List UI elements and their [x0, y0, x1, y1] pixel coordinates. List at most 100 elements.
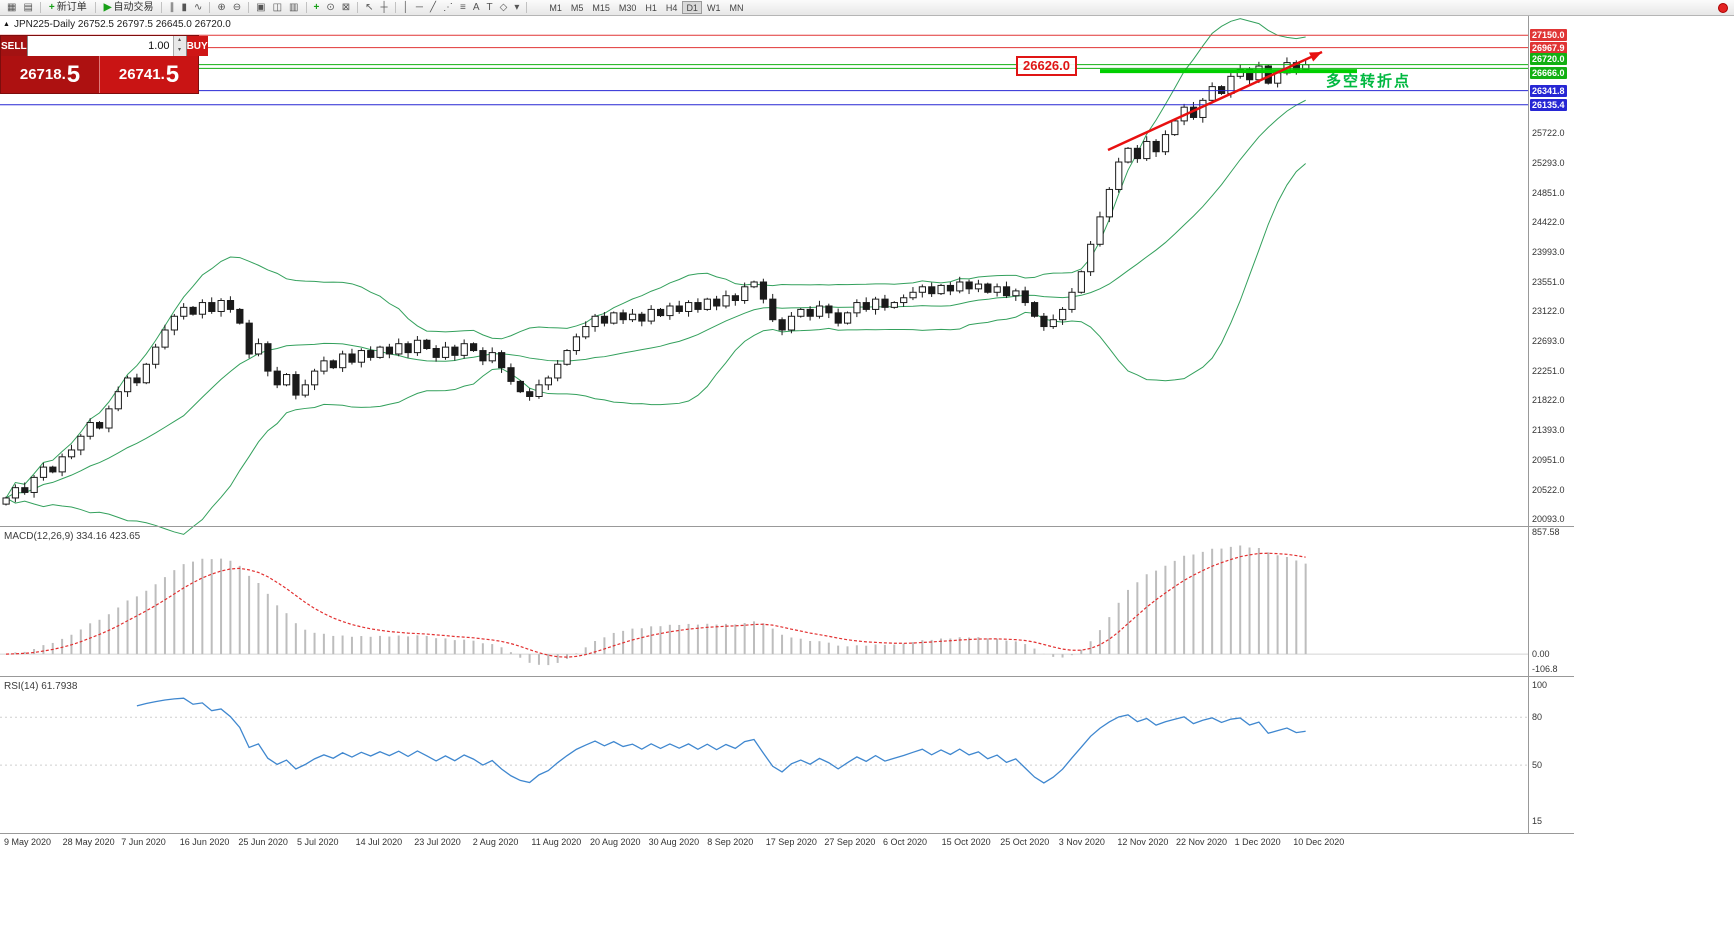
chart-title: ▲ JPN225-Daily 26752.5 26797.5 26645.0 2… [3, 19, 231, 30]
profiles-icon[interactable]: ▤ [23, 1, 33, 13]
zoom-out-icon[interactable]: ⊖ [232, 1, 242, 13]
date-label: 17 Sep 2020 [765, 837, 817, 847]
date-label: 12 Nov 2020 [1117, 837, 1169, 847]
price-axis-label: 23993.0 [1532, 246, 1565, 257]
price-axis-label: 23122.0 [1532, 306, 1565, 317]
auto-trading-button[interactable]: ▶ 自动交易 [103, 2, 154, 13]
toolbar-separator [39, 2, 41, 13]
timeframe-m15[interactable]: M15 [592, 3, 610, 13]
sell-price-main: 26718. [19, 66, 66, 83]
rsi-axis-label: 15 [1532, 815, 1543, 826]
date-label: 6 Oct 2020 [883, 837, 928, 847]
price-tag: 27150.0 [1530, 29, 1567, 42]
volume-decrease-button[interactable]: ▾ [178, 47, 182, 53]
date-label: 14 Jul 2020 [355, 837, 403, 847]
price-axis-label: 24851.0 [1532, 187, 1565, 198]
timeframe-m5[interactable]: M5 [570, 3, 584, 13]
price-axis-label: 25293.0 [1532, 157, 1565, 168]
templates-icon[interactable]: ⊠ [341, 1, 351, 13]
price-axis-label: 25722.0 [1532, 128, 1565, 139]
timeframe-group: M1 M5 M15 M30 H1 H4 D1 W1 MN [545, 1, 747, 14]
trendline-icon[interactable]: ╱ [429, 1, 436, 13]
new-chart-icon[interactable]: ▦ [7, 1, 17, 13]
timeframe-mn[interactable]: MN [729, 3, 744, 13]
channel-icon[interactable]: ⋰ [442, 1, 453, 13]
label-icon[interactable]: T [486, 1, 493, 13]
volume-input[interactable] [27, 36, 173, 56]
toolbar-separator [357, 2, 359, 13]
periods-icon[interactable]: ⊙ [326, 1, 335, 13]
date-label: 2 Aug 2020 [472, 837, 519, 847]
date-label: 3 Nov 2020 [1058, 837, 1105, 847]
price-axis-label: 24422.0 [1532, 217, 1565, 228]
date-label: 15 Oct 2020 [941, 837, 991, 847]
price-tag: 26720.0 [1530, 52, 1567, 65]
buy-button[interactable]: BUY [186, 36, 208, 56]
date-label: 28 May 2020 [62, 837, 115, 847]
panel-separator-rsi[interactable] [0, 676, 1574, 677]
toolbar-separator [305, 2, 307, 13]
date-label: 10 Dec 2020 [1293, 837, 1345, 847]
trend-arrow[interactable] [1107, 50, 1323, 152]
tile-windows-icon[interactable]: ▣ [256, 1, 266, 13]
price-axis-label: 20951.0 [1532, 455, 1565, 466]
indicators-icon[interactable]: + [313, 1, 320, 13]
horizontal-line-icon[interactable]: ─ [415, 1, 423, 13]
price-tag: 26341.8 [1530, 84, 1567, 97]
record-icon[interactable] [1718, 3, 1728, 13]
date-label: 27 Sep 2020 [824, 837, 876, 847]
zoom-in-icon[interactable]: ⊕ [217, 1, 226, 13]
buy-price[interactable]: 26741. 5 [99, 56, 198, 93]
panel-separator-macd[interactable] [0, 526, 1574, 527]
toolbar-separator [526, 2, 528, 13]
date-label: 22 Nov 2020 [1176, 837, 1228, 847]
horizontal-level-lines[interactable] [0, 34, 1528, 106]
price-axis-label: 21822.0 [1532, 395, 1565, 406]
sell-button[interactable]: SELL [1, 36, 27, 56]
bar-chart-icon[interactable]: ∥ [169, 1, 175, 13]
line-chart-icon[interactable]: ∿ [193, 1, 203, 13]
price-axis-label: 21393.0 [1532, 424, 1565, 435]
price-tag: 26135.4 [1530, 98, 1567, 111]
date-axis[interactable]: 9 May 2020 28 May 2020 7 Jun 2020 16 Jun 20… [0, 833, 1574, 848]
sell-price[interactable]: 26718. 5 [1, 56, 99, 93]
toolbar: ▦ ▤ + 新订单 ▶ 自动交易 ∥ ▮ ∿ ⊕ ⊖ ▣ ◫ ▥ + ⊙ ⊠ ↖ ┼ │ ─ ╱ ⋰ ≡ A T ◇ ▾ M1 M5 M15… [0, 0, 1734, 16]
chart-title-text: JPN225-Daily 26752.5 26797.5 26645.0 267… [13, 19, 231, 30]
volume-stepper: ▴ ▾ [172, 36, 186, 56]
price-axis[interactable]: 25722.0 25293.0 24851.0 24422.0 23993.0 23551… [1528, 16, 1574, 833]
price-axis-label: 22693.0 [1532, 335, 1565, 346]
cascade-windows-icon[interactable]: ◫ [272, 1, 283, 13]
date-label: 5 Jul 2020 [297, 837, 339, 847]
toolbar-separator [161, 2, 163, 13]
chart-canvas[interactable] [0, 16, 1528, 833]
date-label: 16 Jun 2020 [179, 837, 230, 847]
shapes-icon[interactable]: ◇ [499, 1, 508, 13]
rsi-axis-label: 50 [1532, 760, 1543, 771]
date-label: 11 Aug 2020 [531, 837, 582, 847]
sell-price-pip: 5 [66, 60, 81, 88]
timeframe-h4[interactable]: H4 [665, 3, 678, 13]
text-icon[interactable]: A [472, 1, 480, 13]
new-order-button[interactable]: + 新订单 [48, 2, 87, 13]
timeframe-m1[interactable]: M1 [549, 3, 562, 13]
candlestick-chart-icon[interactable]: ▮ [181, 1, 187, 13]
date-label: 20 Aug 2020 [590, 837, 641, 847]
arrows-dropdown-icon[interactable]: ▾ [514, 1, 520, 13]
timeframe-w1[interactable]: W1 [706, 3, 721, 13]
tile-horizontal-icon[interactable]: ▥ [289, 1, 299, 13]
vertical-line-icon[interactable]: │ [402, 1, 409, 13]
fibonacci-icon[interactable]: ≡ [459, 1, 466, 13]
price-tag: 26967.9 [1530, 41, 1567, 54]
toolbar-separator [94, 2, 96, 13]
timeframe-h1[interactable]: H1 [645, 3, 657, 13]
price-tag: 26666.0 [1530, 67, 1567, 80]
crosshair-icon[interactable]: ┼ [380, 1, 388, 13]
macd-indicator [0, 545, 1528, 666]
timeframe-m30[interactable]: M30 [618, 3, 637, 13]
date-label: 23 Jul 2020 [414, 837, 461, 847]
price-axis-label: 20093.0 [1532, 513, 1565, 524]
uptick-icon: ▲ [3, 21, 10, 28]
cursor-icon[interactable]: ↖ [365, 1, 374, 13]
timeframe-d1[interactable]: D1 [682, 1, 702, 14]
volume-increase-button[interactable]: ▴ [178, 37, 182, 43]
